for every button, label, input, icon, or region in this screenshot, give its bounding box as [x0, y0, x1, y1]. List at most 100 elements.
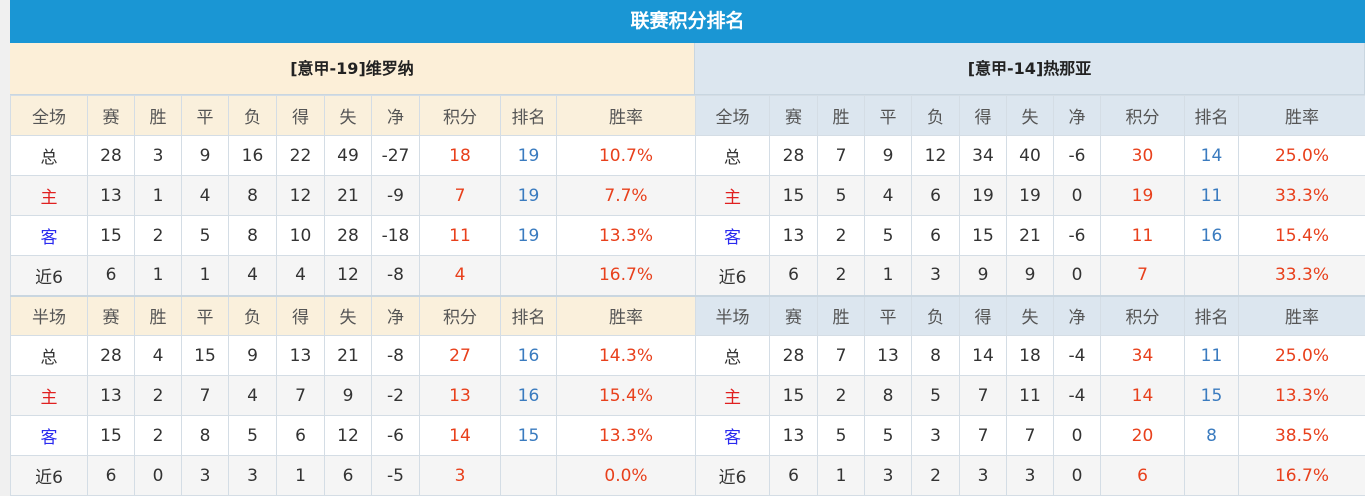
- cell-draws: 4: [182, 176, 229, 216]
- cell-goals-for: 12: [277, 176, 325, 216]
- cell-points: 20: [1101, 416, 1185, 456]
- cell-win-rate: 0.0%: [557, 456, 696, 496]
- cell-points: 3: [420, 456, 501, 496]
- cell-row-label: 客: [11, 416, 88, 456]
- column-header-goal-diff: 净: [1054, 296, 1101, 336]
- column-header-win-rate: 胜率: [557, 96, 696, 136]
- column-header-win-rate: 胜率: [1239, 96, 1365, 136]
- cell-row-label: 主: [11, 376, 88, 416]
- cell-row-label: 主: [696, 176, 770, 216]
- cell-draws: 8: [865, 376, 912, 416]
- column-header-win-rate: 胜率: [1239, 296, 1365, 336]
- cell-goal-diff: 0: [1054, 456, 1101, 496]
- cell-losses: 9: [229, 336, 277, 376]
- cell-goals-against: 9: [1007, 256, 1054, 296]
- cell-goals-for: 34: [960, 136, 1007, 176]
- cell-row-label: 客: [696, 416, 770, 456]
- cell-draws: 1: [865, 256, 912, 296]
- cell-goal-diff: -6: [372, 416, 420, 456]
- cell-win-rate: 25.0%: [1239, 336, 1365, 376]
- cell-points: 30: [1101, 136, 1185, 176]
- cell-losses: 8: [229, 216, 277, 256]
- cell-win-rate: 13.3%: [557, 416, 696, 456]
- cell-goals-against: 3: [1007, 456, 1054, 496]
- cell-goals-against: 21: [1007, 216, 1054, 256]
- cell-goals-for: 13: [277, 336, 325, 376]
- cell-losses: 5: [912, 376, 960, 416]
- cell-wins: 2: [135, 216, 182, 256]
- column-header-points: 积分: [1101, 96, 1185, 136]
- cell-draws: 5: [182, 216, 229, 256]
- page-title: 联赛积分排名: [10, 0, 1365, 43]
- cell-goal-diff: 0: [1054, 176, 1101, 216]
- cell-rank: 16: [501, 336, 557, 376]
- cell-goals-for: 7: [277, 376, 325, 416]
- team-name[interactable]: [意甲-14]热那亚: [695, 43, 1364, 95]
- column-header-wins: 胜: [135, 296, 182, 336]
- cell-draws: 15: [182, 336, 229, 376]
- cell-points: 19: [1101, 176, 1185, 216]
- cell-draws: 9: [865, 136, 912, 176]
- cell-goal-diff: -4: [1054, 336, 1101, 376]
- cell-win-rate: 38.5%: [1239, 416, 1365, 456]
- cell-goal-diff: 0: [1054, 416, 1101, 456]
- cell-row-label: 主: [696, 376, 770, 416]
- cell-rank: 19: [501, 176, 557, 216]
- cell-rank: 15: [1185, 376, 1239, 416]
- cell-points: 14: [420, 416, 501, 456]
- column-header-goals-for: 得: [277, 296, 325, 336]
- cell-goals-for: 7: [960, 416, 1007, 456]
- cell-points: 7: [420, 176, 501, 216]
- cell-row-label: 主: [11, 176, 88, 216]
- cell-played: 28: [770, 336, 818, 376]
- column-header-goals-against: 失: [1007, 96, 1054, 136]
- cell-wins: 2: [818, 376, 865, 416]
- cell-played: 6: [770, 256, 818, 296]
- cell-played: 13: [770, 416, 818, 456]
- cell-played: 15: [770, 176, 818, 216]
- cell-draws: 3: [182, 456, 229, 496]
- cell-goals-against: 18: [1007, 336, 1054, 376]
- cell-draws: 13: [865, 336, 912, 376]
- column-header-wins: 胜: [818, 296, 865, 336]
- cell-row-label: 总: [11, 336, 88, 376]
- team-name[interactable]: [意甲-19]维罗纳: [10, 43, 694, 95]
- cell-wins: 2: [818, 256, 865, 296]
- column-header-goals-against: 失: [325, 96, 372, 136]
- cell-draws: 9: [182, 136, 229, 176]
- full-header-row: 全场赛胜平负得失净积分排名胜率: [696, 96, 1365, 136]
- cell-draws: 3: [865, 456, 912, 496]
- cell-goal-diff: 0: [1054, 256, 1101, 296]
- cell-played: 13: [88, 376, 135, 416]
- column-header-draws: 平: [865, 296, 912, 336]
- column-header-losses: 负: [229, 96, 277, 136]
- cell-losses: 8: [912, 336, 960, 376]
- column-header-rank: 排名: [1185, 96, 1239, 136]
- cell-row-label: 近6: [11, 256, 88, 296]
- cell-wins: 1: [818, 456, 865, 496]
- column-header-losses: 负: [229, 296, 277, 336]
- cell-win-rate: 7.7%: [557, 176, 696, 216]
- cell-played: 6: [88, 456, 135, 496]
- cell-goals-against: 21: [325, 336, 372, 376]
- column-header-points: 积分: [420, 296, 501, 336]
- cell-played: 15: [88, 216, 135, 256]
- cell-draws: 5: [865, 216, 912, 256]
- cell-win-rate: 33.3%: [1239, 176, 1365, 216]
- cell-played: 28: [88, 336, 135, 376]
- cell-played: 6: [770, 456, 818, 496]
- column-header-points: 积分: [420, 96, 501, 136]
- cell-goals-against: 6: [325, 456, 372, 496]
- cell-points: 6: [1101, 456, 1185, 496]
